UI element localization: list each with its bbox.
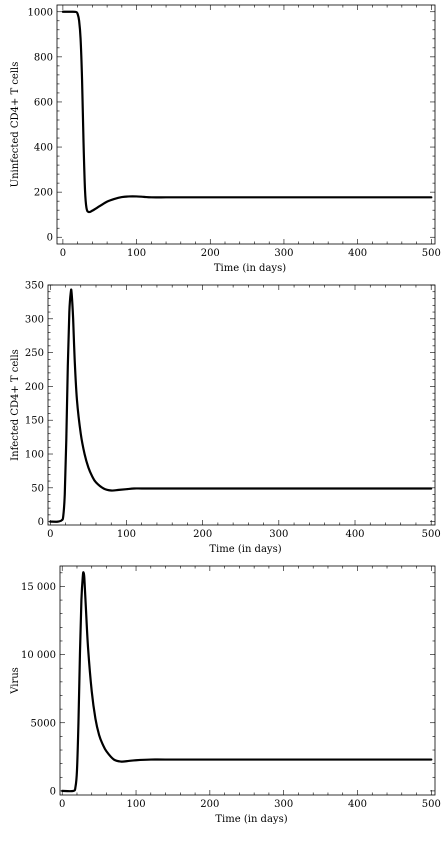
- x-tick-label: 400: [348, 248, 367, 259]
- plot-frame: [59, 565, 436, 796]
- x-tick-label: 0: [60, 248, 66, 259]
- x-tick-label: 100: [127, 248, 146, 259]
- y-tick-label: 0: [50, 786, 56, 797]
- series-line: [61, 571, 433, 793]
- y-tick-label: 0: [47, 233, 53, 244]
- series-line: [49, 288, 433, 523]
- x-tick-label: 400: [345, 529, 364, 540]
- y-tick-label: 200: [34, 188, 53, 199]
- plot-frame: [47, 284, 436, 526]
- y-tick-label: 100: [25, 450, 44, 461]
- y-tick-label: 50: [31, 483, 44, 494]
- x-tick-label: 500: [422, 529, 441, 540]
- x-tick-label: 500: [422, 799, 441, 810]
- y-tick-label: 0: [38, 517, 44, 528]
- x-tick-label: 300: [269, 529, 288, 540]
- x-tick-label: 200: [200, 799, 219, 810]
- x-tick-label: 400: [348, 799, 367, 810]
- y-tick-label: 1000: [28, 7, 53, 18]
- y-tick-label: 150: [25, 416, 44, 427]
- y-tick-label: 400: [34, 143, 53, 154]
- x-tick-label: 100: [126, 799, 145, 810]
- y-tick-label: 800: [34, 52, 53, 63]
- y-tick-label: 250: [25, 348, 44, 359]
- x-tick-label: 500: [422, 248, 441, 259]
- y-tick-label: 600: [34, 97, 53, 108]
- y-axis-label: Virus: [10, 667, 21, 695]
- y-axis-label: Uninfected CD4+ T cells: [10, 62, 21, 188]
- infected-cd4-chart: 0 100 200 300 400 500 0 50 100 150 200 250 300 350 Tim…: [10, 281, 441, 556]
- x-tick-label: 0: [47, 529, 53, 540]
- x-axis-label: Time (in days): [215, 814, 287, 825]
- x-tick-label: 200: [201, 248, 220, 259]
- x-tick-label: 0: [59, 799, 65, 810]
- x-tick-label: 100: [117, 529, 136, 540]
- x-tick-label: 200: [193, 529, 212, 540]
- x-axis-label: Time (in days): [209, 544, 281, 555]
- y-tick-label: 350: [25, 281, 44, 292]
- y-tick-label: 10 000: [21, 650, 56, 661]
- plot-frame: [56, 4, 436, 245]
- series-line: [61, 10, 433, 214]
- x-axis-label: Time (in days): [214, 263, 286, 274]
- y-tick-label: 200: [25, 382, 44, 393]
- x-tick-label: 300: [274, 248, 293, 259]
- y-tick-label: 5000: [31, 718, 56, 729]
- y-tick-label: 300: [25, 314, 44, 325]
- x-tick-label: 300: [274, 799, 293, 810]
- uninfected-cd4-chart: 0 100 200 300 400 500 0 200 400 600 800 1000 Time (i…: [10, 4, 441, 274]
- y-axis-label: Infected CD4+ T cells: [10, 349, 21, 461]
- y-tick-label: 15 000: [21, 582, 56, 593]
